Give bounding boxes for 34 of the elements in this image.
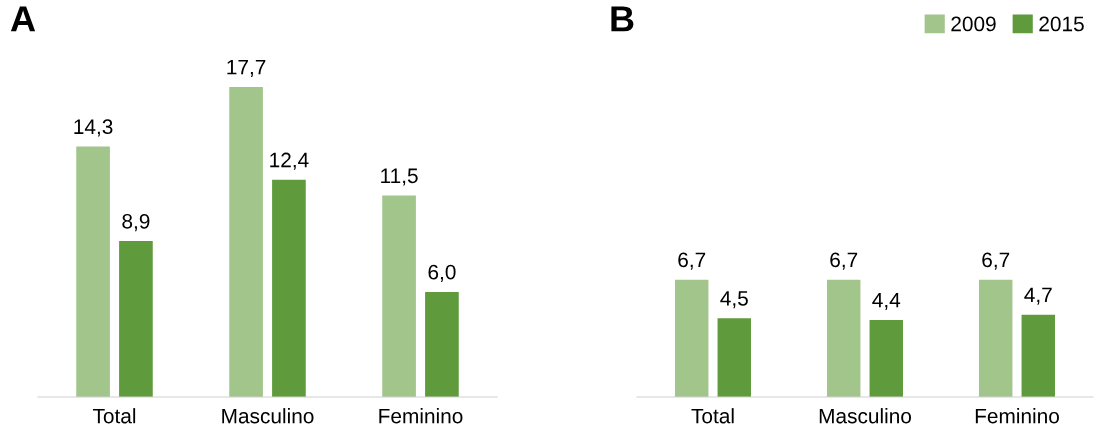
x-tick-label: Masculino [819,408,912,424]
chart-title: B [611,6,634,32]
data-label: 4,7 [1024,287,1052,305]
x-tick-label: Feminino [379,408,463,424]
data-label: 8,9 [122,213,150,232]
chart-title: A [10,6,36,32]
bar [675,279,709,397]
data-label: 6,7 [678,252,706,270]
data-label: 6,7 [982,252,1010,270]
x-tick-label: Masculino [222,408,314,424]
bar [272,179,306,397]
legend-label: 2009 [951,16,996,32]
x-tick-label: Total [691,408,734,424]
data-label: 6,0 [428,264,456,282]
bar [979,279,1013,397]
bar [119,241,153,397]
data-label: 4,5 [720,291,748,309]
bar [869,319,903,397]
data-label: 14,3 [74,119,113,137]
data-label: 12,4 [270,152,309,170]
bar [717,318,751,397]
data-label: 17,7 [227,60,266,78]
data-label: 11,5 [381,168,418,186]
bar [1021,314,1055,397]
data-label: 4,4 [872,292,901,310]
bar [382,195,416,397]
x-tick-label: Feminino [975,408,1059,424]
bar [229,87,263,397]
bar [425,291,459,397]
bar [827,279,861,397]
data-label: 6,7 [830,252,858,270]
x-tick-label: Total [92,408,136,424]
bar [76,146,110,397]
legend-label: 2015 [1039,16,1084,32]
